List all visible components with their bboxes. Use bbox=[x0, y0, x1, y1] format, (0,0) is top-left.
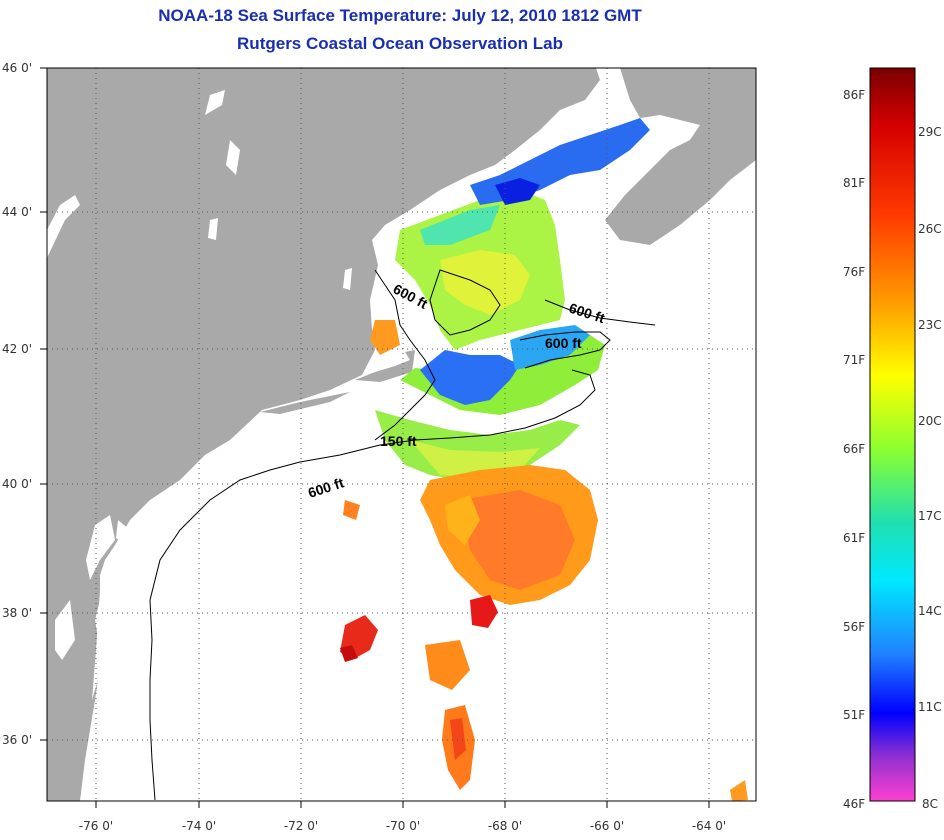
lon-tick-label: -66 0' bbox=[590, 819, 624, 833]
colorbar-c-label: 20C bbox=[918, 414, 942, 428]
longitude-labels: -76 0' -74 0' -72 0' -70 0' -68 0' -66 0… bbox=[79, 819, 726, 833]
lon-tick-label: -74 0' bbox=[182, 819, 216, 833]
colorbar-f-label: 51F bbox=[843, 708, 865, 722]
colorbar-f-label: 71F bbox=[843, 353, 865, 367]
graticule bbox=[47, 68, 756, 801]
nova-scotia-landmass bbox=[605, 68, 756, 245]
lat-tick-label: 42 0' bbox=[2, 342, 32, 356]
colorbar-c-label: 11C bbox=[918, 700, 942, 714]
colorbar-fahrenheit-labels: 86F 81F 76F 71F 66F 61F 56F 51F 46F bbox=[843, 88, 865, 811]
long-island bbox=[260, 392, 350, 414]
colorbar-f-label: 46F bbox=[843, 797, 865, 811]
colorbar-c-label: 26C bbox=[918, 222, 942, 236]
lat-tick-label: 38 0' bbox=[2, 606, 32, 620]
colorbar-c-label: 14C bbox=[918, 604, 942, 618]
colorbar-f-label: 56F bbox=[843, 620, 865, 634]
contour-label: 150 ft bbox=[380, 433, 417, 449]
lon-tick-label: -64 0' bbox=[692, 819, 726, 833]
colorbar-c-label: 8C bbox=[922, 797, 938, 811]
sst-data-layer bbox=[340, 118, 748, 801]
lon-tick-label: -70 0' bbox=[386, 819, 420, 833]
map-title: NOAA-18 Sea Surface Temperature: July 12… bbox=[158, 6, 642, 25]
cape-cod bbox=[355, 350, 415, 382]
colorbar-f-label: 61F bbox=[843, 531, 865, 545]
contour-label: 600 ft bbox=[545, 335, 582, 351]
depth-contours bbox=[149, 269, 656, 801]
lon-tick-label: -68 0' bbox=[488, 819, 522, 833]
lon-tick-label: -72 0' bbox=[284, 819, 318, 833]
colorbar-f-label: 81F bbox=[843, 176, 865, 190]
colorbar-f-label: 76F bbox=[843, 265, 865, 279]
colorbar-f-label: 86F bbox=[843, 88, 865, 102]
lat-tick-label: 46 0' bbox=[2, 61, 32, 75]
lat-tick-label: 44 0' bbox=[2, 205, 32, 219]
colorbar-c-label: 17C bbox=[918, 509, 942, 523]
colorbar bbox=[869, 67, 916, 802]
colorbar-c-label: 29C bbox=[918, 125, 942, 139]
map-frame bbox=[46, 67, 757, 802]
lat-tick-label: 36 0' bbox=[2, 733, 32, 747]
map-subtitle: Rutgers Coastal Ocean Observation Lab bbox=[237, 34, 563, 53]
colorbar-celsius-labels: 29C 26C 23C 20C 17C 14C 11C 8C bbox=[918, 125, 942, 811]
lon-tick-label: -76 0' bbox=[79, 819, 113, 833]
colorbar-f-label: 66F bbox=[843, 442, 865, 456]
lat-tick-label: 40 0' bbox=[2, 477, 32, 491]
us-landmass bbox=[47, 68, 600, 801]
colorbar-c-label: 23C bbox=[918, 318, 942, 332]
latitude-labels: 46 0' 44 0' 42 0' 40 0' 38 0' 36 0' bbox=[2, 61, 32, 747]
